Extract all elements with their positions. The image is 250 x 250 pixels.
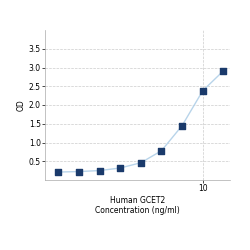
Point — [160, 149, 164, 153]
Point — [139, 161, 143, 165]
Point — [56, 170, 60, 174]
Y-axis label: OD: OD — [17, 99, 26, 111]
Point — [98, 168, 102, 172]
Point — [118, 166, 122, 170]
Point — [221, 69, 225, 73]
Point — [180, 124, 184, 128]
Point — [201, 89, 205, 93]
X-axis label: Human GCET2
Concentration (ng/ml): Human GCET2 Concentration (ng/ml) — [95, 196, 180, 215]
Point — [77, 170, 81, 173]
